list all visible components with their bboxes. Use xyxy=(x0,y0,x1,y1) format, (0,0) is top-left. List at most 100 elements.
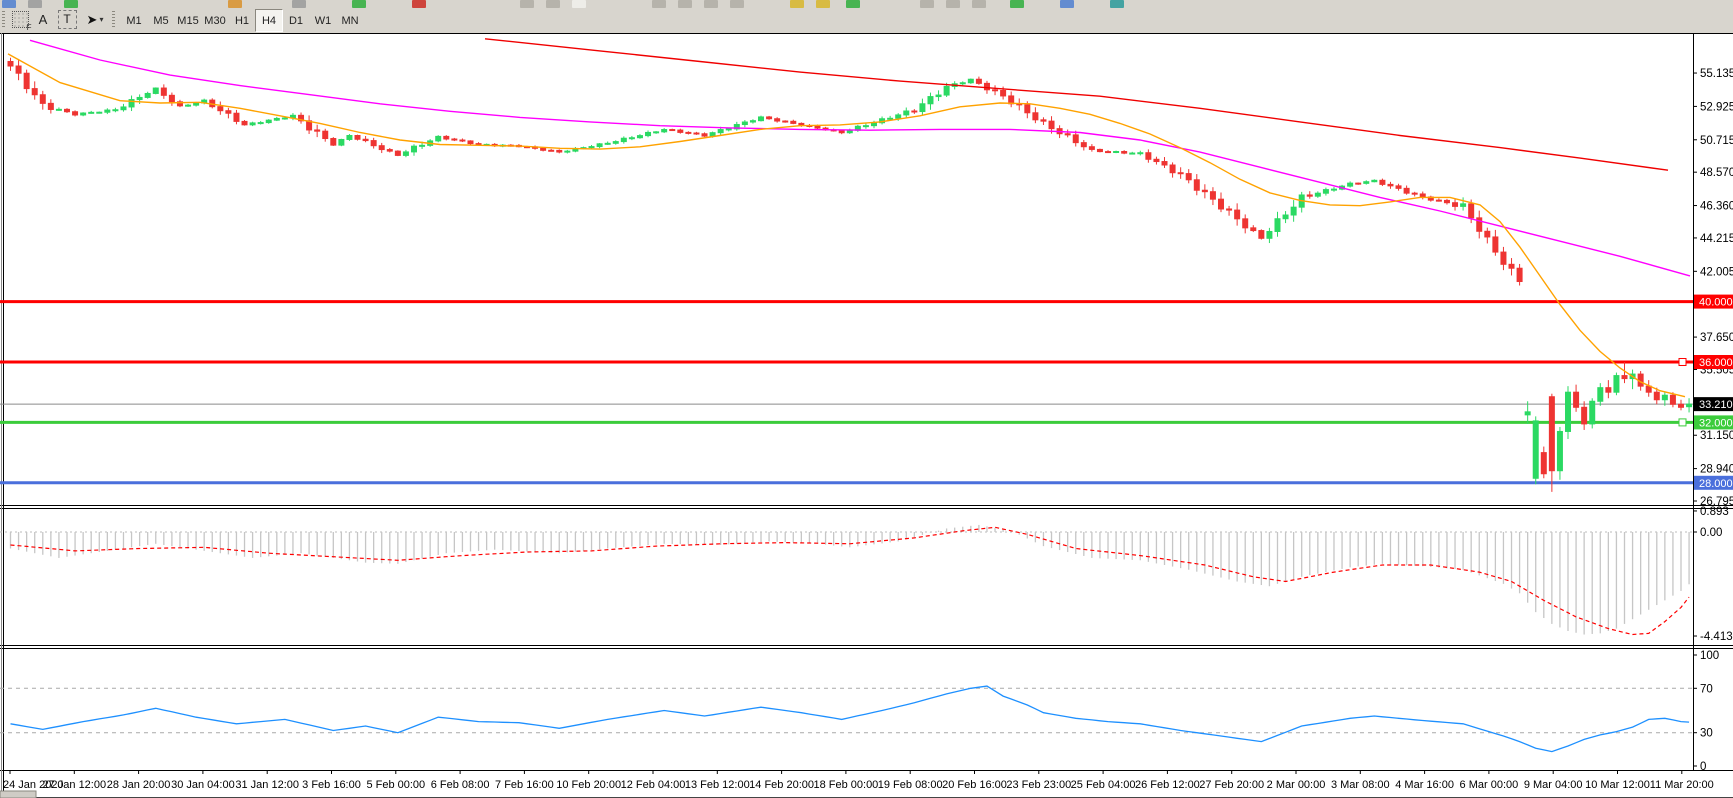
axis-label: 0.00 xyxy=(1700,527,1722,539)
axis-label: 31.150 xyxy=(1700,430,1733,442)
time-axis-label: 4 Mar 16:00 xyxy=(1395,779,1454,791)
price-badge-40.000 xyxy=(1694,294,1733,309)
cursor-tool-icon[interactable]: ➤ ▾ xyxy=(86,11,104,27)
toolbar-icon-partial[interactable] xyxy=(572,0,586,8)
timeframe-button-mn[interactable]: MN xyxy=(341,14,359,27)
chevron-down-icon[interactable]: ▾ xyxy=(99,15,104,24)
toolbar-icon-partial[interactable] xyxy=(546,0,560,8)
chart-plot-surface[interactable]: 55.135 52.925 50.715 48.570 46.360 44.215 42.0… xyxy=(0,33,1733,798)
time-axis-label: 6 Mar 00:00 xyxy=(1460,779,1519,791)
line-handle[interactable] xyxy=(1678,357,1687,366)
time-axis-label: 3 Feb 16:00 xyxy=(302,779,361,791)
toolbar-icon-partial[interactable] xyxy=(228,0,242,8)
axis-label: 50.715 xyxy=(1700,135,1733,147)
axis-label: 0 xyxy=(1700,761,1706,773)
time-axis-label: 27 Jan 12:00 xyxy=(42,779,106,791)
timeframe-button-m15[interactable]: M15 xyxy=(177,14,199,27)
timeframe-button-w1[interactable]: W1 xyxy=(314,14,332,27)
time-axis-label: 25 Feb 04:00 xyxy=(1071,779,1136,791)
macd-pane[interactable] xyxy=(0,524,1693,636)
price-badge-28.000 xyxy=(1694,475,1733,490)
snap-grid-icon[interactable]: F xyxy=(10,10,32,32)
toolbar-icon-partial[interactable] xyxy=(790,0,804,8)
time-axis-label: 3 Mar 08:00 xyxy=(1331,779,1390,791)
axis-label: 42.005 xyxy=(1700,266,1733,278)
toolbar-icon-partial[interactable] xyxy=(846,0,860,8)
time-axis-label: 11 Mar 20:00 xyxy=(1650,779,1714,791)
axis-label: 52.925 xyxy=(1700,101,1733,113)
axis-label: 70 xyxy=(1700,683,1713,695)
toolbar-icon-partial[interactable] xyxy=(1060,0,1074,8)
axis-label: 44.215 xyxy=(1700,233,1733,245)
axis-label: 55.135 xyxy=(1700,68,1733,80)
toolbar-icon-partial[interactable] xyxy=(1010,0,1024,8)
timeframe-button-m5[interactable]: M5 xyxy=(153,14,169,27)
svg-text:32.000: 32.000 xyxy=(1699,417,1733,429)
toolbar-icon-partial[interactable] xyxy=(972,0,986,8)
toolbar-icon-partial[interactable] xyxy=(816,0,830,8)
time-axis-label: 14 Feb 20:00 xyxy=(749,779,814,791)
svg-text:28.000: 28.000 xyxy=(1699,478,1733,490)
time-axis-label: 23 Feb 23:00 xyxy=(1006,779,1071,791)
axis-label: 48.570 xyxy=(1700,167,1733,179)
timeframe-button-h4[interactable]: H4 xyxy=(255,9,283,32)
timeframe-button-d1[interactable]: D1 xyxy=(288,14,304,27)
price-axis[interactable]: 55.135 52.925 50.715 48.570 46.360 44.215 42.0… xyxy=(1693,68,1733,773)
toolbar-separator xyxy=(112,11,115,29)
toolbar-row: F A T ➤ ▾ M1 M5 M15 M30 H1 H4 D1 W1 MN xyxy=(0,8,1733,34)
toolbar-icon-partial[interactable] xyxy=(652,0,666,8)
toolbar-icon-partial[interactable] xyxy=(2,0,16,8)
price-pane[interactable] xyxy=(0,38,1693,492)
time-axis-label: 5 Feb 00:00 xyxy=(366,779,425,791)
toolbar-icon-partial[interactable] xyxy=(920,0,934,8)
axis-label: 30 xyxy=(1700,728,1713,740)
axis-label: 37.650 xyxy=(1700,332,1733,344)
text-label-tool-icon[interactable]: A xyxy=(38,12,48,27)
toolbar-icon-partial[interactable] xyxy=(352,0,366,8)
toolbar-icon-partial[interactable] xyxy=(678,0,692,8)
toolbar-icon-partial[interactable] xyxy=(28,0,42,8)
svg-text:40.000: 40.000 xyxy=(1699,297,1733,309)
line-handle[interactable] xyxy=(1678,418,1687,427)
chart-window[interactable]: ▼USOil-,H4 33.040 33.600 32.660 33.210 多… xyxy=(0,33,1733,798)
toolbar-icon-partial[interactable] xyxy=(520,0,534,8)
scrollbar-corner xyxy=(0,790,37,798)
time-axis-label: 20 Feb 16:00 xyxy=(942,779,1007,791)
toolbar-icon-partial[interactable] xyxy=(704,0,718,8)
toolbar-gripper[interactable] xyxy=(2,11,5,29)
time-axis-label: 18 Feb 00:00 xyxy=(813,779,878,791)
axis-label: 46.360 xyxy=(1700,201,1733,213)
axis-label: 0.893 xyxy=(1700,506,1729,518)
toolbar-row-top-partial xyxy=(0,0,1733,8)
time-axis-label: 9 Mar 04:00 xyxy=(1524,779,1583,791)
toolbar-icon-partial[interactable] xyxy=(292,0,306,8)
timeframe-button-h1[interactable]: H1 xyxy=(234,14,250,27)
toolbar-icon-partial[interactable] xyxy=(412,0,426,8)
timeframe-button-m1[interactable]: M1 xyxy=(126,14,142,27)
time-axis-label: 2 Mar 00:00 xyxy=(1267,779,1326,791)
text-tool-icon[interactable]: T xyxy=(57,10,77,29)
time-axis-label: 6 Feb 08:00 xyxy=(431,779,490,791)
toolbar-icon-partial[interactable] xyxy=(946,0,960,8)
time-axis-label: 28 Jan 20:00 xyxy=(107,779,171,791)
candlestick-series xyxy=(7,57,1693,492)
time-axis-label: 10 Feb 20:00 xyxy=(556,779,621,791)
axis-label: 28.940 xyxy=(1700,464,1733,476)
toolbar-icon-partial[interactable] xyxy=(730,0,744,8)
toolbar-icon-partial[interactable] xyxy=(1110,0,1124,8)
price-badge-33.210 xyxy=(1694,397,1733,412)
time-axis-label: 26 Feb 12:00 xyxy=(1135,779,1200,791)
axis-label: 26.795 xyxy=(1700,496,1733,508)
price-badge-36.000 xyxy=(1694,354,1733,369)
toolbar-icon-partial[interactable] xyxy=(64,0,78,8)
rsi-pane[interactable] xyxy=(0,685,1693,753)
axis-label: 100 xyxy=(1700,650,1719,662)
svg-text:36.000: 36.000 xyxy=(1699,357,1733,369)
time-axis-label: 7 Feb 16:00 xyxy=(495,779,554,791)
time-axis-label: 31 Jan 12:00 xyxy=(235,779,299,791)
timeframe-button-m30[interactable]: M30 xyxy=(204,14,226,27)
time-axis-label: 13 Feb 12:00 xyxy=(685,779,750,791)
